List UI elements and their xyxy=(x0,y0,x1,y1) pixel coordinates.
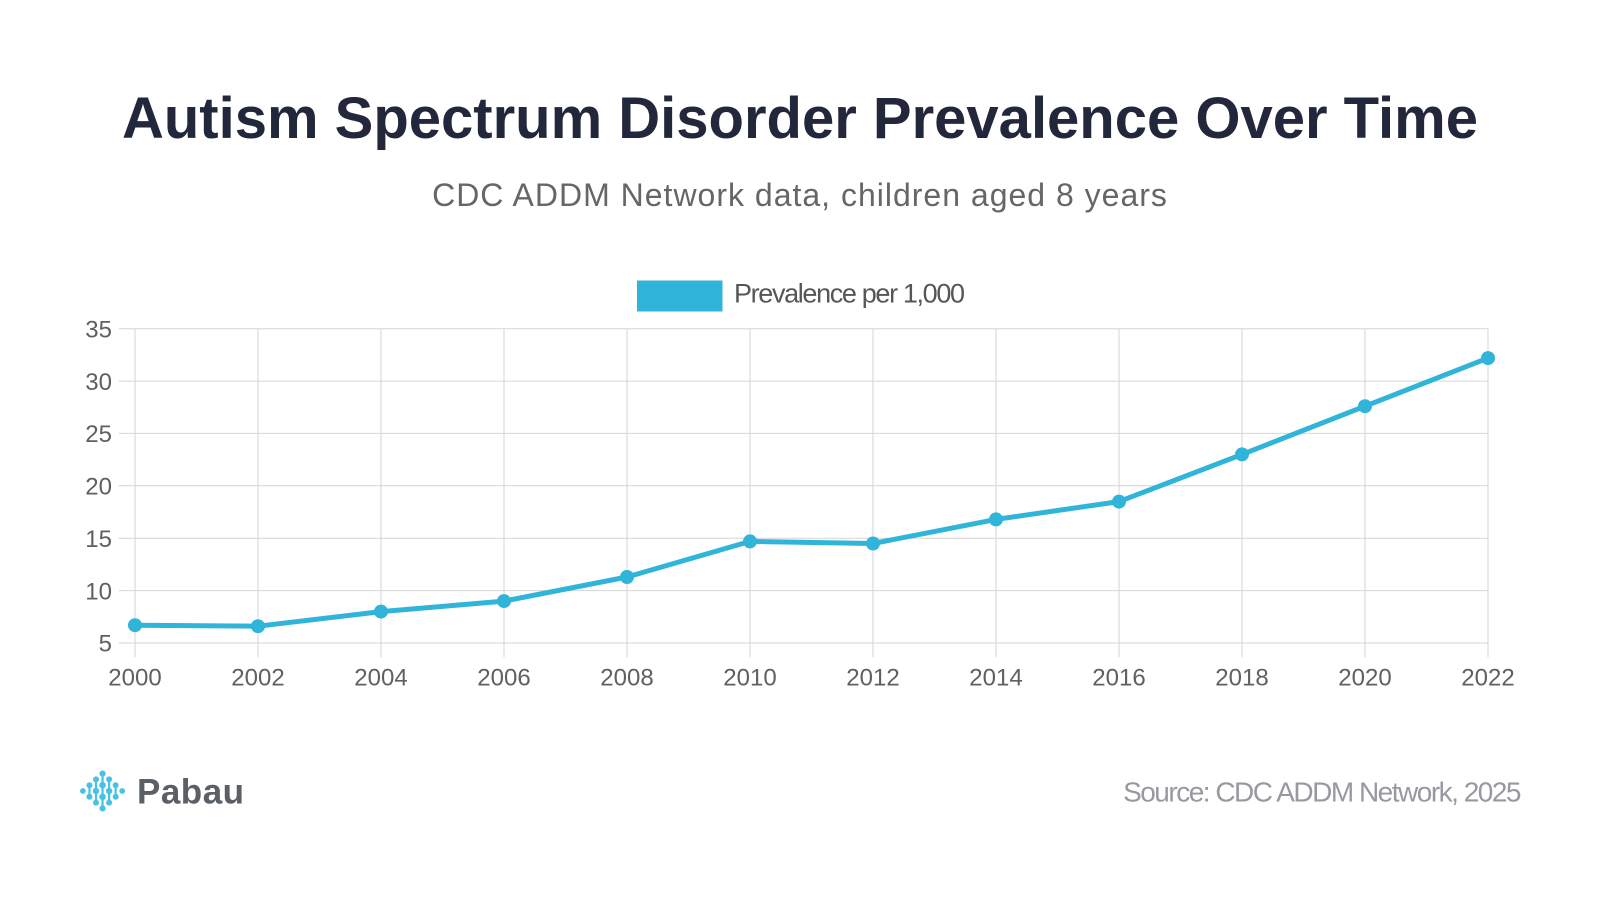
svg-text:2012: 2012 xyxy=(846,665,899,692)
svg-text:2000: 2000 xyxy=(108,665,161,692)
svg-text:Source: CDC ADDM Network, 2025: Source: CDC ADDM Network, 2025 xyxy=(1123,777,1521,808)
svg-text:2020: 2020 xyxy=(1338,665,1391,692)
svg-text:10: 10 xyxy=(85,578,112,605)
svg-text:2008: 2008 xyxy=(600,665,653,692)
svg-text:2022: 2022 xyxy=(1461,665,1514,692)
svg-text:2010: 2010 xyxy=(723,665,776,692)
svg-text:2006: 2006 xyxy=(477,665,530,692)
svg-text:15: 15 xyxy=(85,526,112,553)
svg-text:Pabau: Pabau xyxy=(137,773,245,812)
svg-text:30: 30 xyxy=(85,369,112,396)
svg-text:5: 5 xyxy=(99,631,112,658)
svg-text:2004: 2004 xyxy=(354,665,407,692)
svg-text:25: 25 xyxy=(85,421,112,448)
svg-text:2018: 2018 xyxy=(1215,665,1268,692)
svg-text:2014: 2014 xyxy=(969,665,1022,692)
svg-text:2016: 2016 xyxy=(1092,665,1145,692)
svg-text:Prevalence per 1,000: Prevalence per 1,000 xyxy=(734,279,964,309)
svg-text:35: 35 xyxy=(85,316,112,343)
svg-text:2002: 2002 xyxy=(231,665,284,692)
svg-text:20: 20 xyxy=(85,474,112,501)
